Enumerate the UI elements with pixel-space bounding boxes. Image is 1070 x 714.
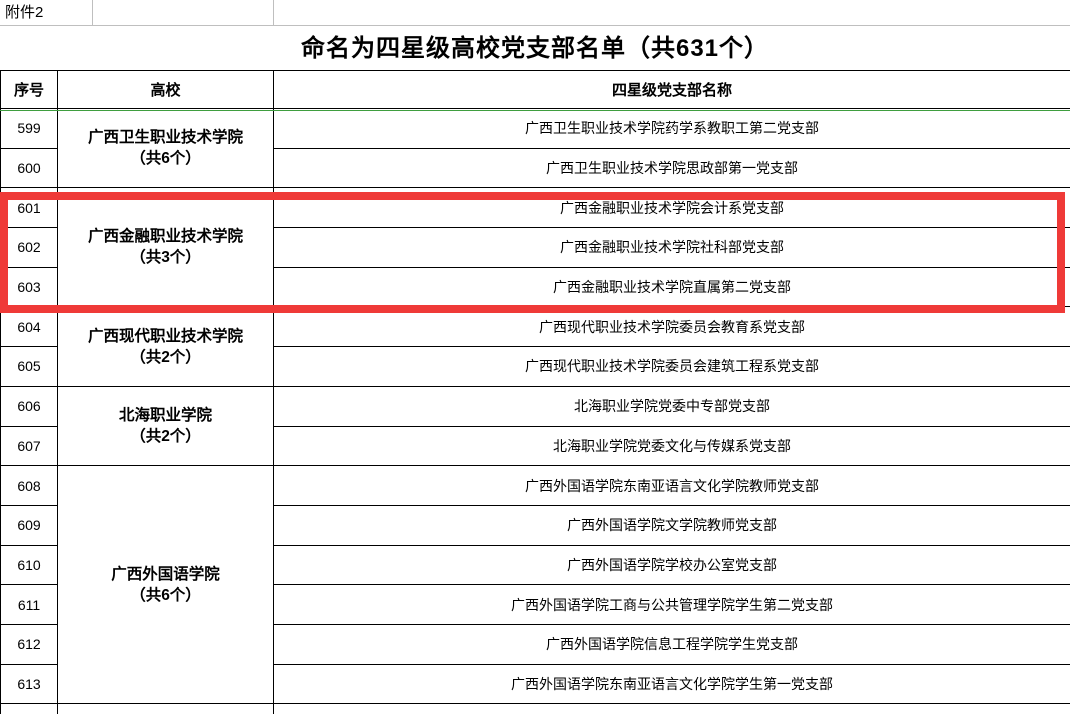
gridline-vertical	[92, 0, 93, 25]
header-college: 高校	[57, 70, 274, 109]
row-number: 610	[0, 544, 58, 586]
gridline-vertical	[273, 0, 274, 25]
branch-name: 广西外国语学院学校办公室党支部	[273, 544, 1070, 586]
table-row: 607 北海职业学院党委文化与传媒系党支部	[0, 425, 1070, 467]
college-count: （共6个）	[130, 150, 201, 168]
row-number: 601	[0, 187, 58, 229]
branch-name: 广西金融职业技术学院直属第二党支部	[273, 266, 1070, 308]
branch-name: 广西金融职业技术学院社科部党支部	[273, 227, 1070, 268]
college-cell: 北海职业学院 （共2个）	[57, 385, 274, 467]
page-title: 命名为四星级高校党支部名单（共631个）	[300, 35, 770, 62]
branch-name: 广西外国语学院文学院教师党支部	[273, 504, 1070, 546]
college-cell: 广西现代职业技术学院 （共2个）	[57, 306, 274, 387]
table-row: 605 广西现代职业技术学院委员会建筑工程系党支部	[0, 346, 1070, 387]
top-strip: 附件2	[0, 0, 1070, 26]
college-name: 北海职业学院	[118, 407, 212, 424]
row-number: 604	[0, 306, 58, 348]
college-name: 广西卫生职业技术学院	[87, 129, 243, 147]
branch-name: 广西外国语学院东南亚语言文化学院教师党支部	[273, 465, 1070, 506]
table-row-highlighted: 603 广西金融职业技术学院直属第二党支部	[0, 266, 1070, 308]
college-count: （共2个）	[130, 348, 201, 366]
table-row-highlighted: 601 广西金融职业技术学院 （共3个） 广西金融职业技术学院会计系党支部	[0, 187, 1070, 308]
table-row: 606 北海职业学院 （共2个） 北海职业学院党委中专部党支部	[0, 385, 1070, 467]
attachment-label: 附件2	[5, 4, 44, 21]
table-row: 611 广西外国语学院工商与公共管理学院学生第二党支部	[0, 584, 1070, 625]
college-cell: 广西卫生职业技术学院 （共6个）	[57, 107, 274, 189]
college-cell: 广西外国语学院 （共6个）	[57, 465, 274, 705]
branch-name: 广西外国语学院东南亚语言文化学院学生第一党支部	[273, 663, 1070, 705]
table-row-partial	[0, 703, 1070, 714]
college-cell	[57, 703, 274, 714]
table-row: 599 广西卫生职业技术学院 （共6个） 广西卫生职业技术学院药学系教职工第二党…	[0, 107, 1070, 189]
header-branch: 四星级党支部名称	[273, 70, 1070, 109]
college-count: （共6个）	[130, 586, 201, 604]
row-number: 600	[0, 147, 58, 189]
table-row: 610 广西外国语学院学校办公室党支部	[0, 544, 1070, 586]
row-number: 605	[0, 346, 58, 387]
table-row: 609 广西外国语学院文学院教师党支部	[0, 504, 1070, 546]
table-row: 604 广西现代职业技术学院 （共2个） 广西现代职业技术学院委员会教育系党支部	[0, 306, 1070, 387]
row-number	[0, 703, 58, 714]
branch-name	[273, 703, 1070, 714]
row-number: 602	[0, 227, 58, 268]
college-cell: 广西金融职业技术学院 （共3个）	[57, 187, 274, 308]
row-number: 612	[0, 623, 58, 665]
table-row: 608 广西外国语学院 （共6个） 广西外国语学院东南亚语言文化学院教师党支部	[0, 465, 1070, 705]
branch-name: 广西外国语学院信息工程学院学生党支部	[273, 623, 1070, 665]
row-number: 606	[0, 385, 58, 427]
table-row-highlighted: 602 广西金融职业技术学院社科部党支部	[0, 227, 1070, 268]
college-count: （共2个）	[130, 428, 201, 445]
branch-name: 广西金融职业技术学院会计系党支部	[273, 187, 1070, 229]
branch-name: 广西外国语学院工商与公共管理学院学生第二党支部	[273, 584, 1070, 625]
branch-name: 北海职业学院党委文化与传媒系党支部	[273, 425, 1070, 467]
branch-name: 广西现代职业技术学院委员会建筑工程系党支部	[273, 346, 1070, 387]
row-number: 607	[0, 425, 58, 467]
row-number: 608	[0, 465, 58, 506]
row-number: 611	[0, 584, 58, 625]
row-number: 609	[0, 504, 58, 546]
page-break-line	[0, 109, 1070, 112]
table-row: 600 广西卫生职业技术学院思政部第一党支部	[0, 147, 1070, 189]
college-name: 广西现代职业技术学院	[87, 327, 243, 345]
table-row: 613 广西外国语学院东南亚语言文化学院学生第一党支部	[0, 663, 1070, 705]
row-number: 599	[0, 108, 58, 149]
branch-name: 北海职业学院党委中专部党支部	[273, 385, 1070, 427]
row-number: 603	[0, 266, 58, 308]
branch-name: 广西卫生职业技术学院思政部第一党支部	[273, 147, 1070, 189]
college-count: （共3个）	[130, 249, 201, 267]
party-branch-table: 序号 高校 四星级党支部名称 599 广西卫生职业技术学院 （共6个） 广西卫生…	[0, 70, 1070, 714]
branch-name: 广西现代职业技术学院委员会教育系党支部	[273, 306, 1070, 348]
branch-name: 广西卫生职业技术学院药学系教职工第二党支部	[273, 108, 1070, 149]
header-no: 序号	[0, 70, 58, 109]
college-name: 广西金融职业技术学院	[87, 228, 243, 246]
row-number: 613	[0, 663, 58, 705]
table-header-row: 序号 高校 四星级党支部名称	[0, 70, 1070, 109]
college-name: 广西外国语学院	[111, 565, 220, 583]
